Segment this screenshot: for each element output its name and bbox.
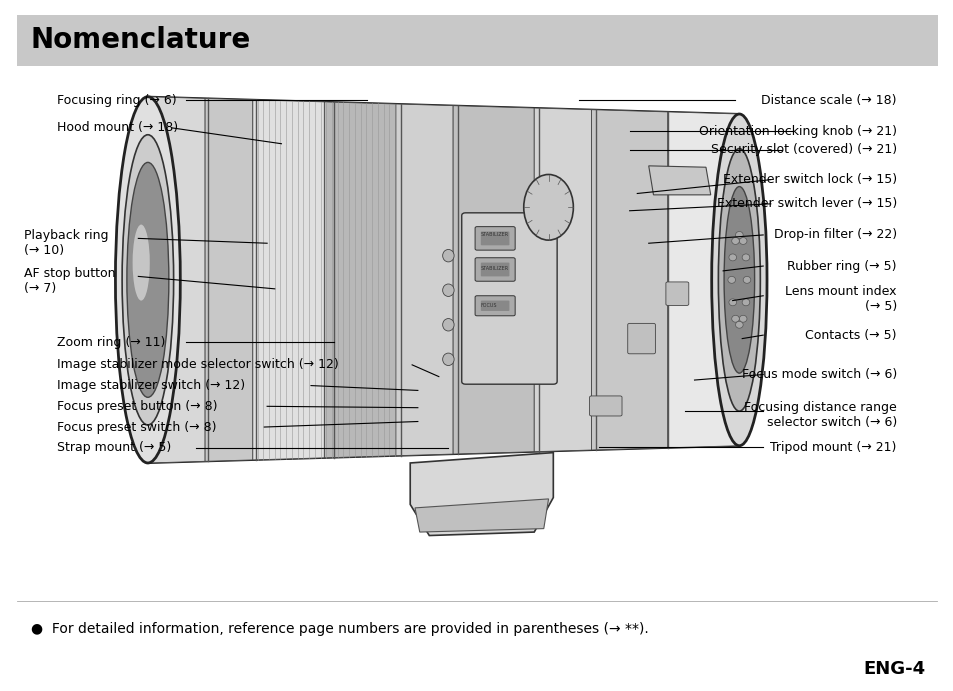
Text: Focusing ring (→ 6): Focusing ring (→ 6) [57, 94, 176, 106]
FancyBboxPatch shape [480, 231, 509, 245]
FancyBboxPatch shape [461, 213, 557, 384]
FancyBboxPatch shape [475, 296, 515, 316]
Text: Nomenclature: Nomenclature [30, 26, 251, 54]
Ellipse shape [741, 299, 749, 305]
Ellipse shape [442, 319, 454, 331]
Ellipse shape [728, 299, 736, 305]
Ellipse shape [132, 225, 150, 301]
FancyBboxPatch shape [475, 227, 515, 250]
Text: Drop-in filter (→ 22): Drop-in filter (→ 22) [773, 229, 896, 241]
FancyBboxPatch shape [665, 282, 688, 305]
FancyBboxPatch shape [480, 263, 509, 276]
Ellipse shape [728, 254, 736, 261]
Text: FOCUS: FOCUS [480, 303, 497, 308]
Ellipse shape [442, 284, 454, 296]
Polygon shape [395, 104, 453, 456]
Text: Image stabilizer switch (→ 12): Image stabilizer switch (→ 12) [57, 379, 245, 392]
Text: Lens mount index
(→ 5): Lens mount index (→ 5) [784, 285, 896, 312]
Text: Image stabilizer mode selector switch (→ 12): Image stabilizer mode selector switch (→… [57, 359, 338, 371]
Ellipse shape [711, 114, 766, 446]
Polygon shape [410, 453, 553, 536]
Text: Tripod mount (→ 21): Tripod mount (→ 21) [770, 441, 896, 453]
Text: Distance scale (→ 18): Distance scale (→ 18) [760, 94, 896, 106]
Ellipse shape [731, 315, 739, 322]
Polygon shape [667, 112, 739, 448]
Polygon shape [205, 98, 253, 462]
Polygon shape [591, 110, 667, 450]
Ellipse shape [127, 162, 169, 397]
Text: Strap mount (→ 5): Strap mount (→ 5) [57, 442, 172, 454]
Text: STABILIZER: STABILIZER [480, 265, 508, 271]
Ellipse shape [735, 321, 742, 328]
Ellipse shape [739, 315, 746, 322]
Polygon shape [324, 102, 395, 458]
FancyBboxPatch shape [480, 301, 509, 311]
Text: Focus mode switch (→ 6): Focus mode switch (→ 6) [740, 368, 896, 381]
FancyBboxPatch shape [475, 258, 515, 281]
Text: Playback ring
(→ 10): Playback ring (→ 10) [24, 229, 109, 257]
Text: Focus preset button (→ 8): Focus preset button (→ 8) [57, 400, 217, 413]
Ellipse shape [442, 353, 454, 366]
Text: Focus preset switch (→ 8): Focus preset switch (→ 8) [57, 421, 216, 433]
Ellipse shape [718, 149, 760, 411]
Ellipse shape [442, 249, 454, 262]
Polygon shape [253, 100, 324, 460]
Text: Rubber ring (→ 5): Rubber ring (→ 5) [786, 260, 896, 272]
Ellipse shape [727, 276, 735, 283]
Ellipse shape [122, 135, 173, 425]
FancyBboxPatch shape [589, 396, 621, 416]
Polygon shape [453, 106, 534, 454]
Text: ENG-4: ENG-4 [862, 660, 924, 678]
Text: Orientation locking knob (→ 21): Orientation locking knob (→ 21) [698, 125, 896, 138]
Text: Contacts (→ 5): Contacts (→ 5) [804, 329, 896, 341]
Text: STABILIZER: STABILIZER [480, 232, 508, 238]
Ellipse shape [739, 238, 746, 245]
Text: AF stop button
(→ 7): AF stop button (→ 7) [24, 267, 115, 295]
Polygon shape [648, 166, 710, 195]
Ellipse shape [731, 238, 739, 245]
Polygon shape [415, 499, 548, 532]
Text: Hood mount (→ 18): Hood mount (→ 18) [57, 122, 178, 134]
Ellipse shape [723, 187, 754, 373]
Ellipse shape [523, 175, 573, 240]
Text: Security slot (covered) (→ 21): Security slot (covered) (→ 21) [710, 144, 896, 156]
Ellipse shape [735, 231, 742, 238]
Text: Zoom ring (→ 11): Zoom ring (→ 11) [57, 336, 166, 348]
Text: ●  For detailed information, reference page numbers are provided in parentheses : ● For detailed information, reference pa… [30, 622, 648, 636]
Polygon shape [534, 108, 591, 452]
Text: Extender switch lever (→ 15): Extender switch lever (→ 15) [716, 198, 896, 210]
FancyBboxPatch shape [17, 15, 937, 66]
Polygon shape [148, 97, 205, 463]
Ellipse shape [741, 254, 749, 261]
FancyBboxPatch shape [627, 323, 655, 354]
Text: Extender switch lock (→ 15): Extender switch lock (→ 15) [721, 173, 896, 186]
Ellipse shape [115, 97, 180, 463]
Polygon shape [148, 97, 739, 463]
Text: Focusing distance range
selector switch (→ 6): Focusing distance range selector switch … [743, 401, 896, 428]
Ellipse shape [742, 276, 750, 283]
